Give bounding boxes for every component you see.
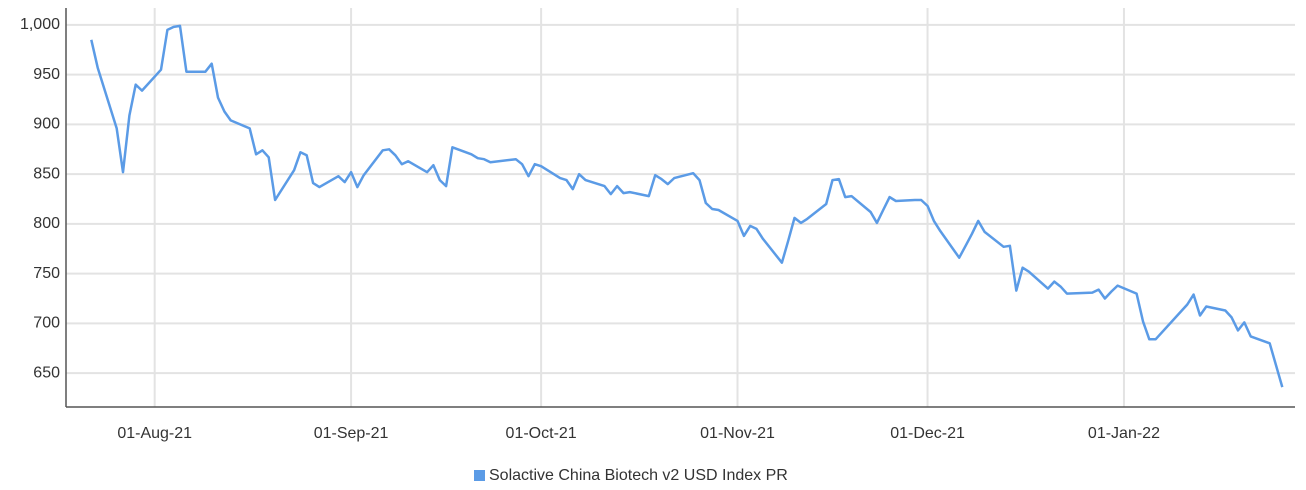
line [90,24,1284,388]
x-tick-label: 01-Jan-22 [1088,425,1160,442]
y-tick-label: 900 [33,116,60,133]
x-tick-label: 01-Aug-21 [117,425,192,442]
x-tick-label: 01-Nov-21 [700,425,775,442]
y-tick-label: 700 [33,315,60,332]
y-tick-label: 950 [33,66,60,83]
y-tick-label: 750 [33,265,60,282]
x-tick-label: 01-Sep-21 [314,425,389,442]
y-tick-label: 1,000 [20,16,60,33]
y-tick-label: 650 [33,364,60,381]
y-tick-label: 850 [33,165,60,182]
legend-label: Solactive China Biotech v2 USD Index PR [489,467,788,484]
y-tick-label: 800 [33,215,60,232]
legend-swatch [474,470,485,481]
x-tick-label: 01-Oct-21 [506,425,577,442]
x-tick-label: 01-Dec-21 [890,425,965,442]
